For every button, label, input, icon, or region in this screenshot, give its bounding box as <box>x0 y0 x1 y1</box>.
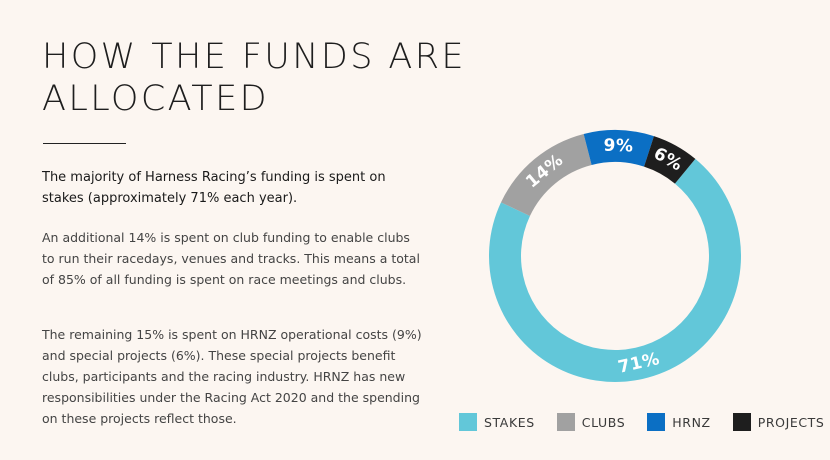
legend-label-clubs: CLUBS <box>581 414 626 430</box>
donut-slice-hrnz <box>583 130 654 167</box>
legend-item-stakes: STAKES <box>459 413 535 431</box>
legend-label-stakes: STAKES <box>484 414 535 430</box>
legend-swatch-hrnz <box>647 413 666 431</box>
page-title: HOW THE FUNDS ARE ALLOCATED <box>42 36 512 120</box>
donut-slice-stakes <box>489 158 741 382</box>
legend-swatch-stakes <box>459 413 477 431</box>
body-paragraph-2: The remaining 15% is spent on HRNZ opera… <box>42 327 422 426</box>
legend-label-hrnz: HRNZ <box>672 414 711 430</box>
chart-legend: STAKES CLUBS HRNZ PROJECTS <box>459 412 824 432</box>
donut-slice-clubs <box>500 133 592 216</box>
legend-swatch-clubs <box>556 413 575 431</box>
legend-item-clubs: CLUBS <box>556 413 626 431</box>
body-paragraph-1: An additional 14% is spent on club fundi… <box>42 230 420 287</box>
donut-label-hrnz: 9% <box>603 136 633 157</box>
lead-paragraph: The majority of Harness Racing’s funding… <box>42 170 386 206</box>
title-line-1: HOW THE FUNDS ARE <box>42 37 466 77</box>
legend-label-projects: PROJECTS <box>757 414 825 430</box>
donut-slice-projects <box>644 136 696 184</box>
title-divider <box>43 143 126 144</box>
legend-item-projects: PROJECTS <box>732 413 825 431</box>
title-line-2: ALLOCATED <box>42 79 269 119</box>
legend-item-hrnz: HRNZ <box>647 413 710 431</box>
legend-swatch-projects <box>732 413 751 431</box>
donut-chart: 71%14%9% 6% <box>489 130 741 382</box>
